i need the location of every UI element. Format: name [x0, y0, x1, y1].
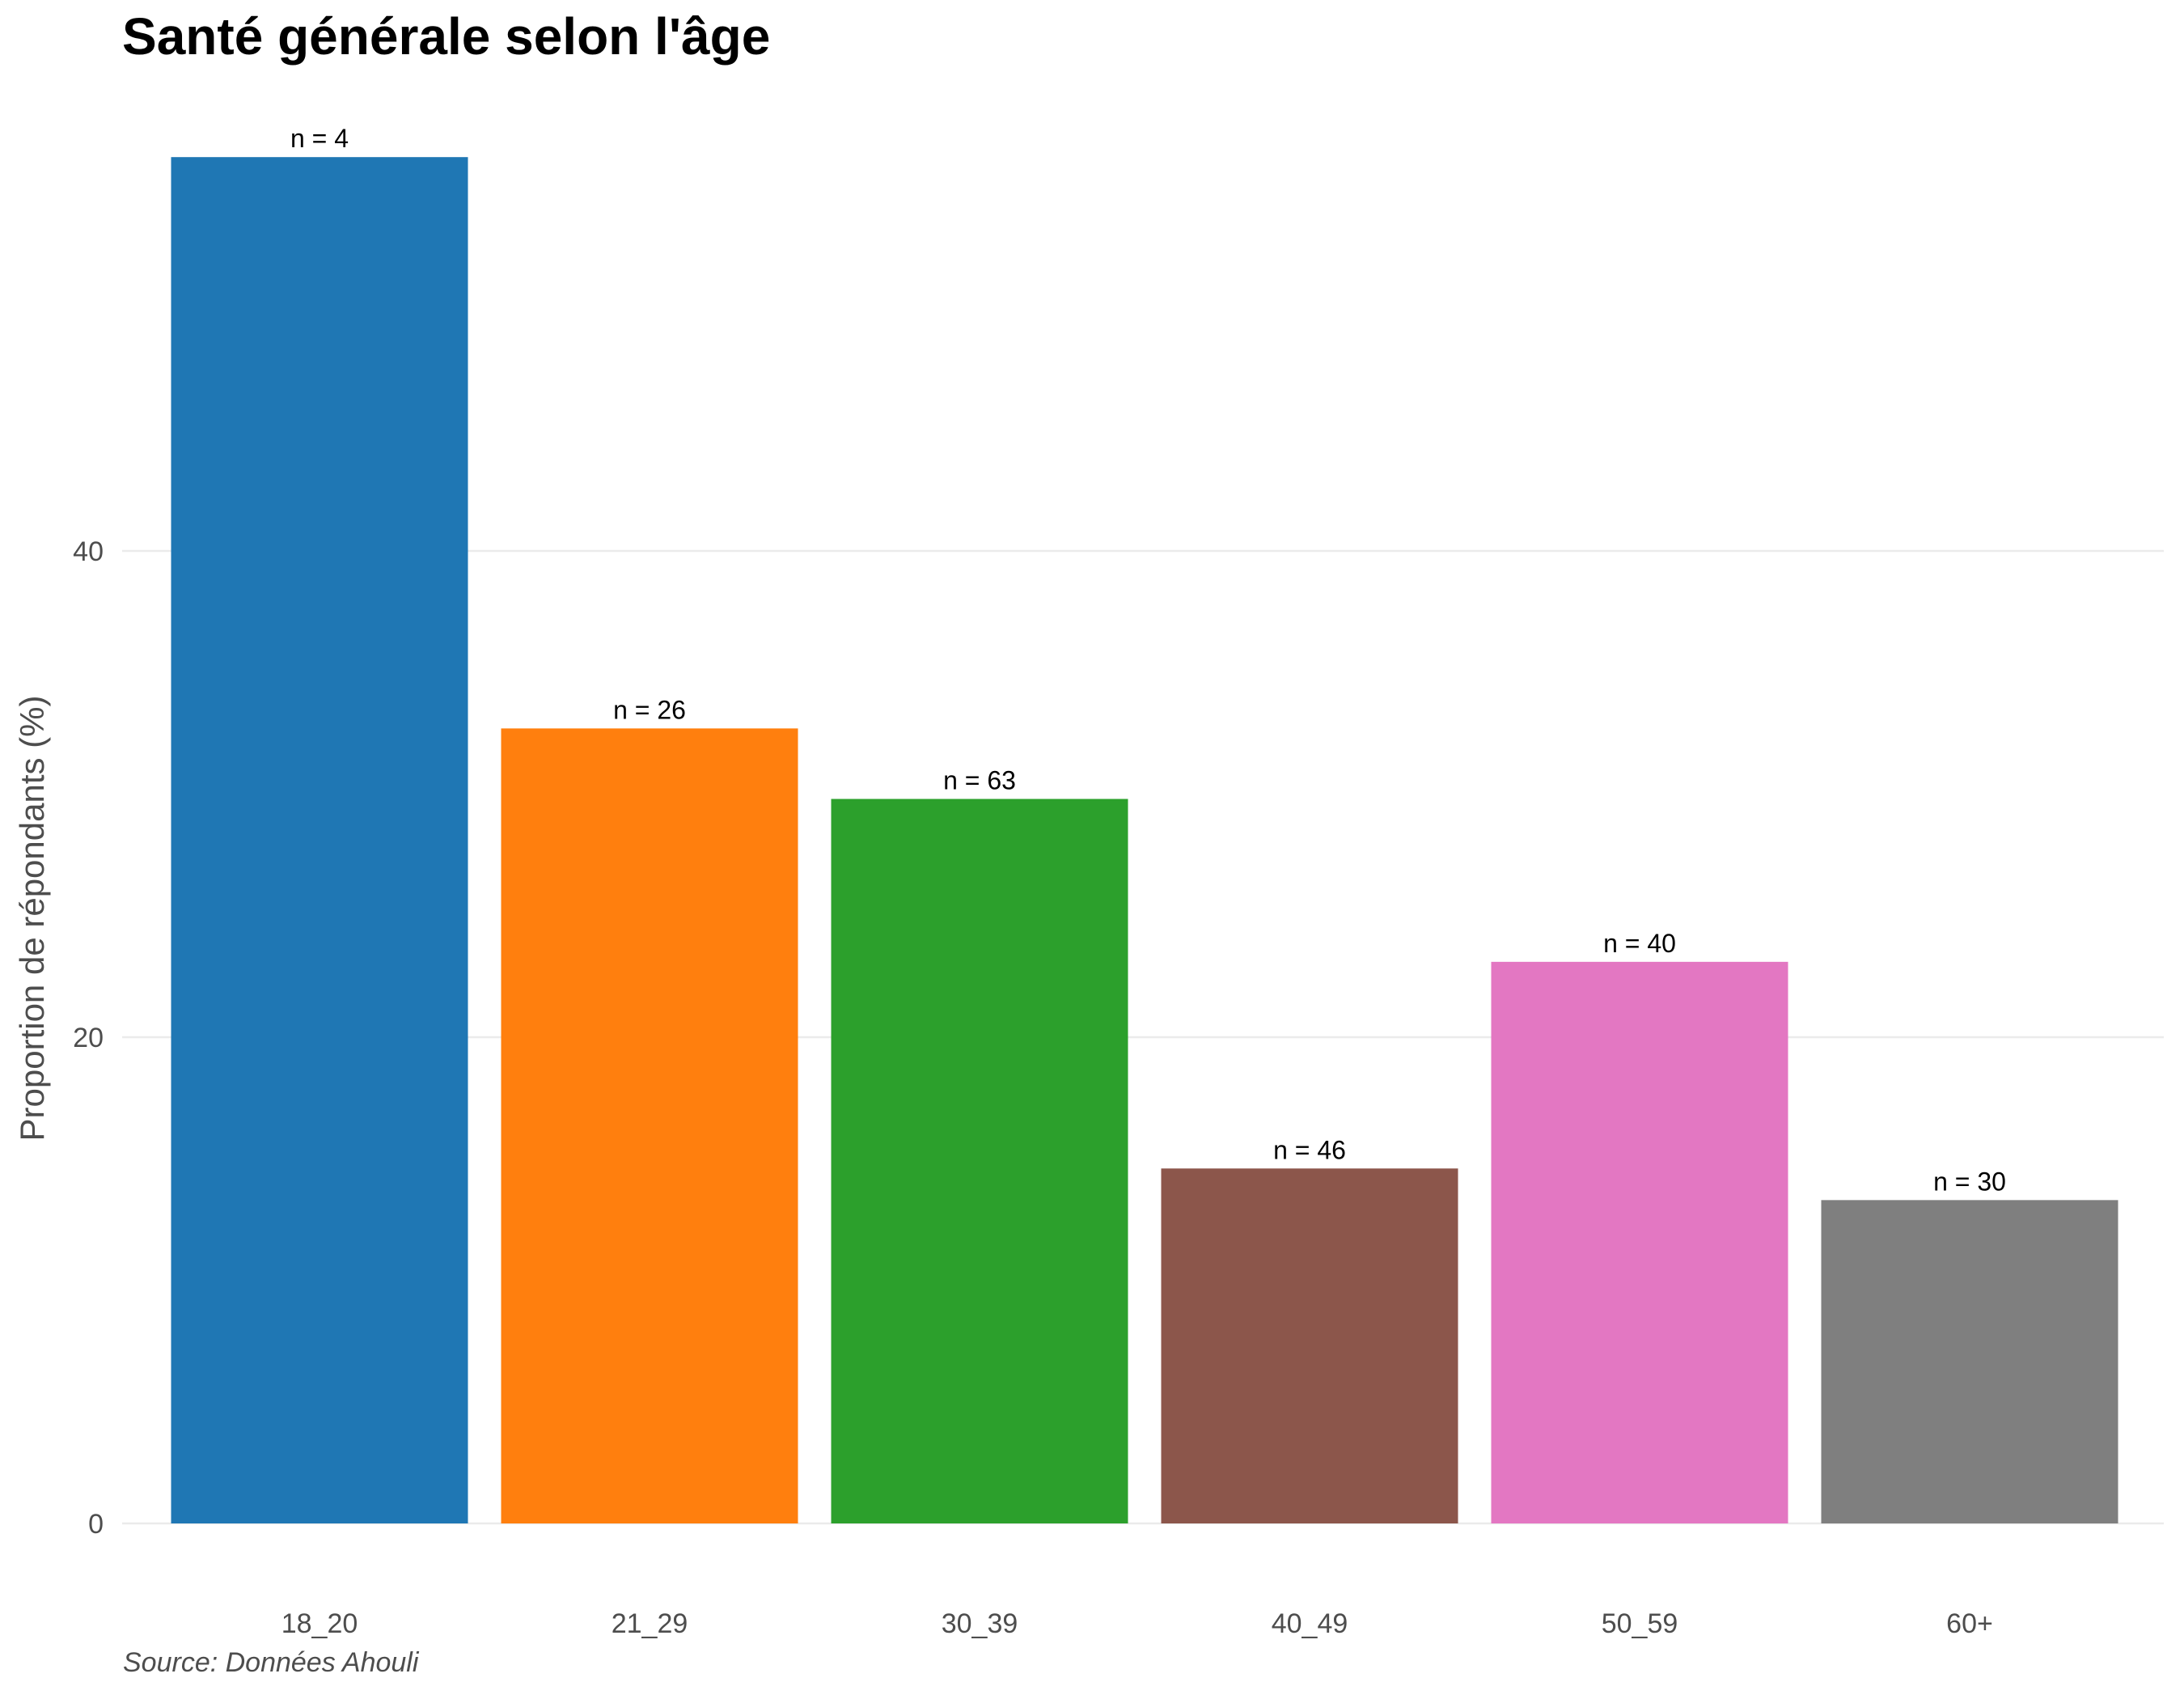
chart-caption: Source: Données Ahouli	[123, 1647, 419, 1678]
bar-count-label: n = 30	[1933, 1167, 2006, 1196]
x-tick-label: 18_20	[281, 1608, 358, 1639]
y-axis-title: Proportion de répondants (%)	[13, 696, 51, 1142]
x-tick-label: 50_59	[1602, 1608, 1678, 1639]
y-tick-label: 20	[73, 1023, 104, 1053]
x-tick-label: 30_39	[942, 1608, 1018, 1639]
bar-count-label: n = 40	[1603, 929, 1676, 958]
y-tick-label: 0	[88, 1509, 104, 1540]
x-axis-ticks: 18_20 21_29 30_39 40_49 50_59 60+	[281, 1608, 1993, 1639]
bar-40_49	[1161, 1168, 1458, 1523]
x-tick-label: 21_29	[612, 1608, 688, 1639]
y-tick-label: 40	[73, 536, 104, 567]
bar-21_29	[501, 728, 798, 1523]
bar-count-label: n = 46	[1273, 1135, 1346, 1164]
bars	[171, 157, 2118, 1524]
bar-18_20	[171, 157, 468, 1524]
chart-title: Santé générale selon l'âge	[122, 7, 771, 66]
bar-count-label: n = 4	[290, 124, 349, 153]
bar-count-label: n = 63	[943, 766, 1016, 795]
bar-count-label: n = 26	[613, 695, 686, 724]
bar-labels: n = 4 n = 26 n = 63 n = 46 n = 40 n = 30	[290, 124, 2006, 1196]
bar-50_59	[1491, 961, 1788, 1523]
bar-30_39	[831, 799, 1128, 1523]
bar-60plus	[1821, 1200, 2118, 1523]
x-tick-label: 60+	[1946, 1608, 1993, 1639]
x-tick-label: 40_49	[1272, 1608, 1348, 1639]
y-axis-ticks: 0 20 40	[73, 536, 104, 1540]
